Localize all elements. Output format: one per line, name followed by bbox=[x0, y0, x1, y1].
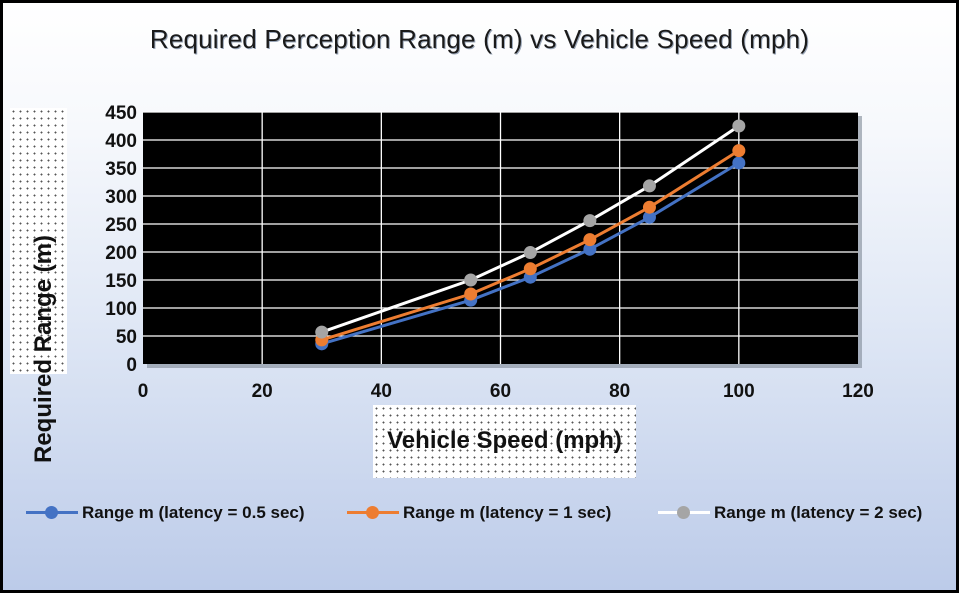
y-tick-label: 150 bbox=[105, 271, 137, 292]
data-point-series-1 bbox=[464, 287, 478, 301]
legend-item-latency-0-5[interactable]: Range m (latency = 0.5 sec) bbox=[26, 503, 305, 523]
y-tick-label: 100 bbox=[105, 299, 137, 320]
y-tick-label: 0 bbox=[126, 355, 137, 376]
x-tick-label: 0 bbox=[138, 381, 149, 402]
y-tick-label: 350 bbox=[105, 159, 137, 180]
y-axis-label-box: Required Range (m) bbox=[10, 108, 67, 463]
data-point-series-2 bbox=[642, 179, 656, 193]
data-point-series-0 bbox=[583, 242, 597, 256]
legend-label-latency-2: Range m (latency = 2 sec) bbox=[714, 503, 923, 522]
y-tick-label: 450 bbox=[105, 103, 137, 124]
legend-dot-latency-0-5 bbox=[45, 506, 58, 519]
data-point-series-2 bbox=[583, 214, 597, 228]
data-point-series-2 bbox=[315, 325, 329, 339]
y-tick-label: 400 bbox=[105, 131, 137, 152]
legend-dot-latency-1 bbox=[366, 506, 379, 519]
chart-title: Required Perception Range (m) vs Vehicle… bbox=[149, 24, 810, 54]
data-point-series-1 bbox=[732, 144, 746, 158]
x-tick-label: 60 bbox=[490, 381, 511, 402]
x-tick-label: 100 bbox=[723, 381, 755, 402]
y-tick-label: 300 bbox=[105, 187, 137, 208]
legend-marker-latency-2 bbox=[658, 503, 710, 523]
data-point-series-0 bbox=[732, 156, 746, 170]
data-point-series-1 bbox=[642, 200, 656, 214]
legend-marker-latency-0-5 bbox=[26, 503, 78, 523]
y-tick-label: 250 bbox=[105, 215, 137, 236]
legend-label-latency-1: Range m (latency = 1 sec) bbox=[403, 503, 612, 522]
legend: Range m (latency = 0.5 sec) Range m (lat… bbox=[0, 503, 959, 533]
y-tick-label: 200 bbox=[105, 243, 137, 264]
x-axis-label: Vehicle Speed (mph) bbox=[387, 427, 622, 454]
data-point-series-1 bbox=[523, 262, 537, 276]
data-point-series-2 bbox=[732, 119, 746, 133]
series-line-1 bbox=[321, 149, 740, 342]
series-line-0 bbox=[321, 161, 740, 346]
x-tick-label: 20 bbox=[252, 381, 273, 402]
legend-item-latency-2[interactable]: Range m (latency = 2 sec) bbox=[658, 503, 922, 523]
legend-item-latency-1[interactable]: Range m (latency = 1 sec) bbox=[347, 503, 611, 523]
x-axis-label-box: Vehicle Speed (mph) bbox=[373, 405, 636, 478]
legend-label-latency-0-5: Range m (latency = 0.5 sec) bbox=[82, 503, 305, 522]
x-tick-label: 40 bbox=[371, 381, 392, 402]
legend-dot-latency-2 bbox=[677, 506, 690, 519]
legend-marker-latency-1 bbox=[347, 503, 399, 523]
data-point-series-2 bbox=[464, 273, 478, 287]
data-point-series-1 bbox=[583, 233, 597, 247]
y-tick-label: 50 bbox=[116, 327, 137, 348]
x-tick-label: 120 bbox=[842, 381, 874, 402]
series-line-2 bbox=[321, 124, 740, 334]
data-point-series-0 bbox=[642, 210, 656, 224]
data-point-series-2 bbox=[523, 246, 537, 260]
x-tick-label: 80 bbox=[609, 381, 630, 402]
